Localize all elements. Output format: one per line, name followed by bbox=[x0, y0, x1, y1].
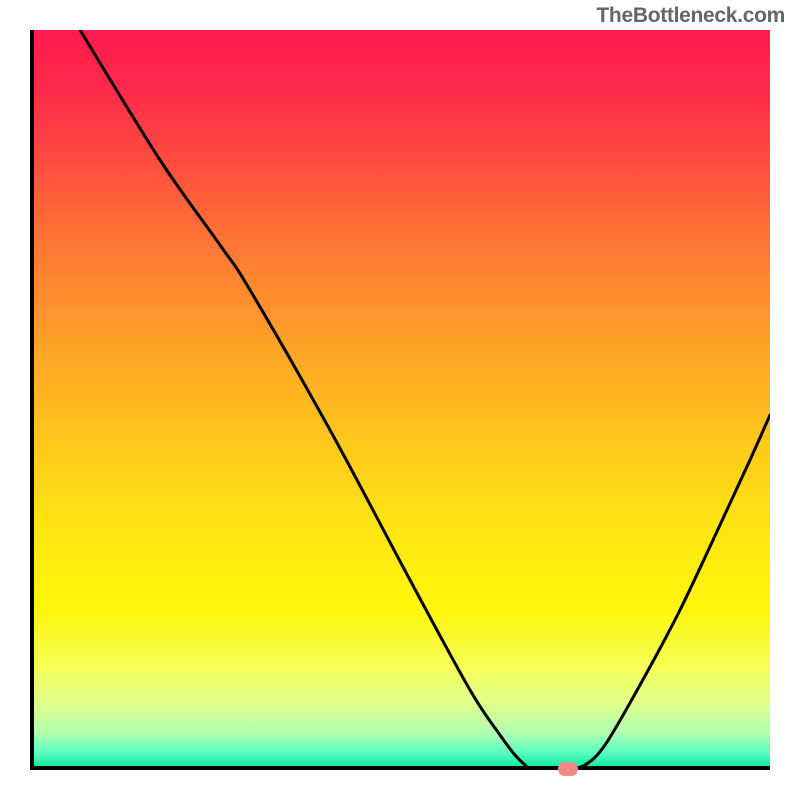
bottleneck-chart bbox=[30, 30, 770, 770]
optimal-point-marker bbox=[558, 762, 578, 776]
chart-svg bbox=[30, 30, 770, 770]
chart-background bbox=[30, 30, 770, 770]
watermark-text: TheBottleneck.com bbox=[596, 4, 785, 28]
